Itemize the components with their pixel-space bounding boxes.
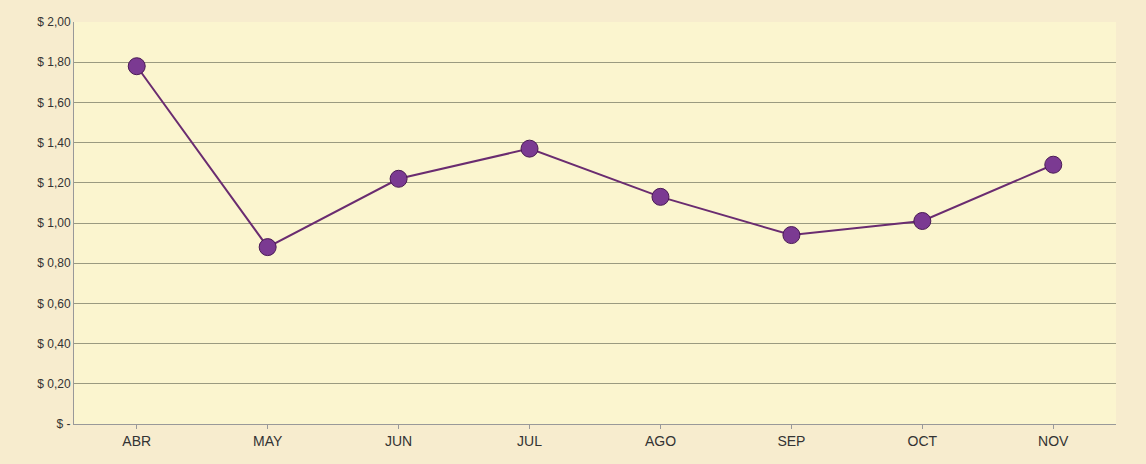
svg-text:$ 1,20: $ 1,20	[37, 176, 71, 190]
svg-text:$ 0,40: $ 0,40	[37, 337, 71, 351]
svg-text:OCT: OCT	[908, 433, 938, 449]
svg-text:ABR: ABR	[122, 433, 151, 449]
svg-text:$ 0,60: $ 0,60	[37, 297, 71, 311]
svg-text:$ 0,20: $ 0,20	[37, 377, 71, 391]
svg-text:JUN: JUN	[385, 433, 412, 449]
svg-text:JUL: JUL	[517, 433, 542, 449]
svg-text:$ 0,80: $ 0,80	[37, 256, 71, 270]
svg-text:$ 2,00: $ 2,00	[37, 15, 71, 29]
svg-text:NOV: NOV	[1038, 433, 1069, 449]
svg-text:SEP: SEP	[777, 433, 805, 449]
svg-text:$ -: $ -	[57, 417, 71, 431]
svg-text:AGO: AGO	[645, 433, 676, 449]
svg-text:$ 1,00: $ 1,00	[37, 216, 71, 230]
svg-text:$ 1,40: $ 1,40	[37, 136, 71, 150]
svg-text:$ 1,80: $ 1,80	[37, 55, 71, 69]
svg-text:MAY: MAY	[253, 433, 283, 449]
svg-text:$ 1,60: $ 1,60	[37, 96, 71, 110]
